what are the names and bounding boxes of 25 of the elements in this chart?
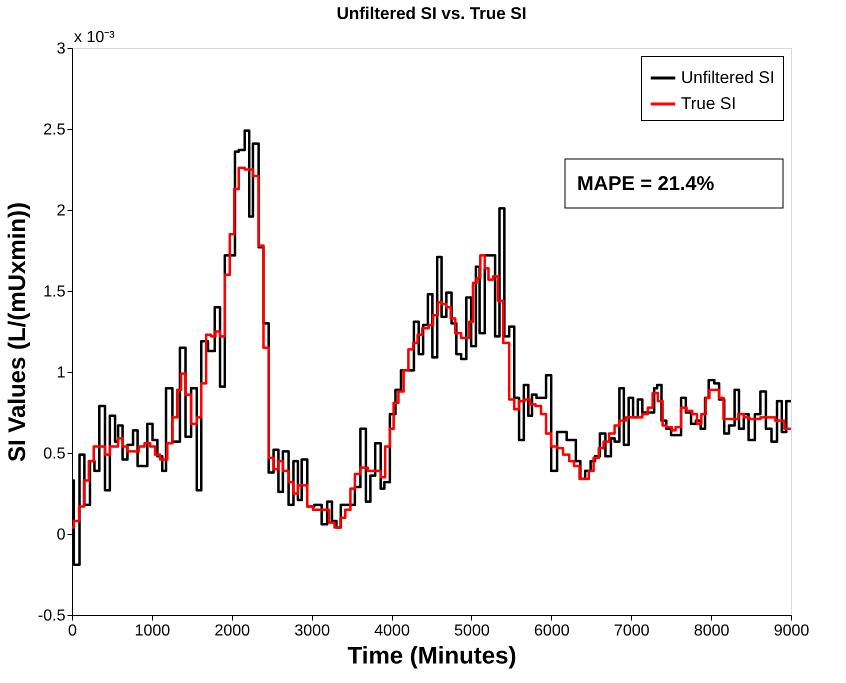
- annotation: MAPE = 21.4%: [577, 173, 714, 195]
- y-tick-label: 2.5: [43, 122, 66, 138]
- y-tick-label: 0: [56, 526, 66, 544]
- y-tick-label: 2: [56, 202, 66, 220]
- x-axis-title: Time (Minutes): [348, 642, 516, 670]
- x-tick-label: 0: [68, 622, 78, 640]
- y-tick-label: 1: [56, 364, 66, 382]
- legend-label: True SI: [681, 94, 736, 113]
- chart-title: Unfiltered SI vs. True SI: [336, 4, 526, 23]
- y-axis-title: SI Values (L/(mUxmin)): [4, 202, 31, 462]
- y-tick-label: 3: [56, 40, 66, 58]
- x-tick-label: 3000: [294, 622, 330, 640]
- legend-label: Unfiltered SI: [681, 68, 775, 87]
- x-tick-label: 6000: [534, 622, 570, 640]
- x-tick-label: 1000: [134, 622, 170, 640]
- text: x 10⁻³: [74, 29, 116, 46]
- x-tick-label: 9000: [774, 622, 810, 640]
- x-tick-label: 2000: [214, 622, 250, 640]
- y-tick-label: 0.5: [43, 446, 66, 462]
- y-tick-label: 1.5: [43, 284, 66, 300]
- x-tick-label: 4000: [374, 622, 410, 640]
- x-tick-label: 5000: [454, 622, 490, 640]
- y-tick-label: -0.5: [38, 608, 66, 624]
- x-tick-label: 7000: [614, 622, 650, 640]
- x-tick-label: 8000: [694, 622, 730, 640]
